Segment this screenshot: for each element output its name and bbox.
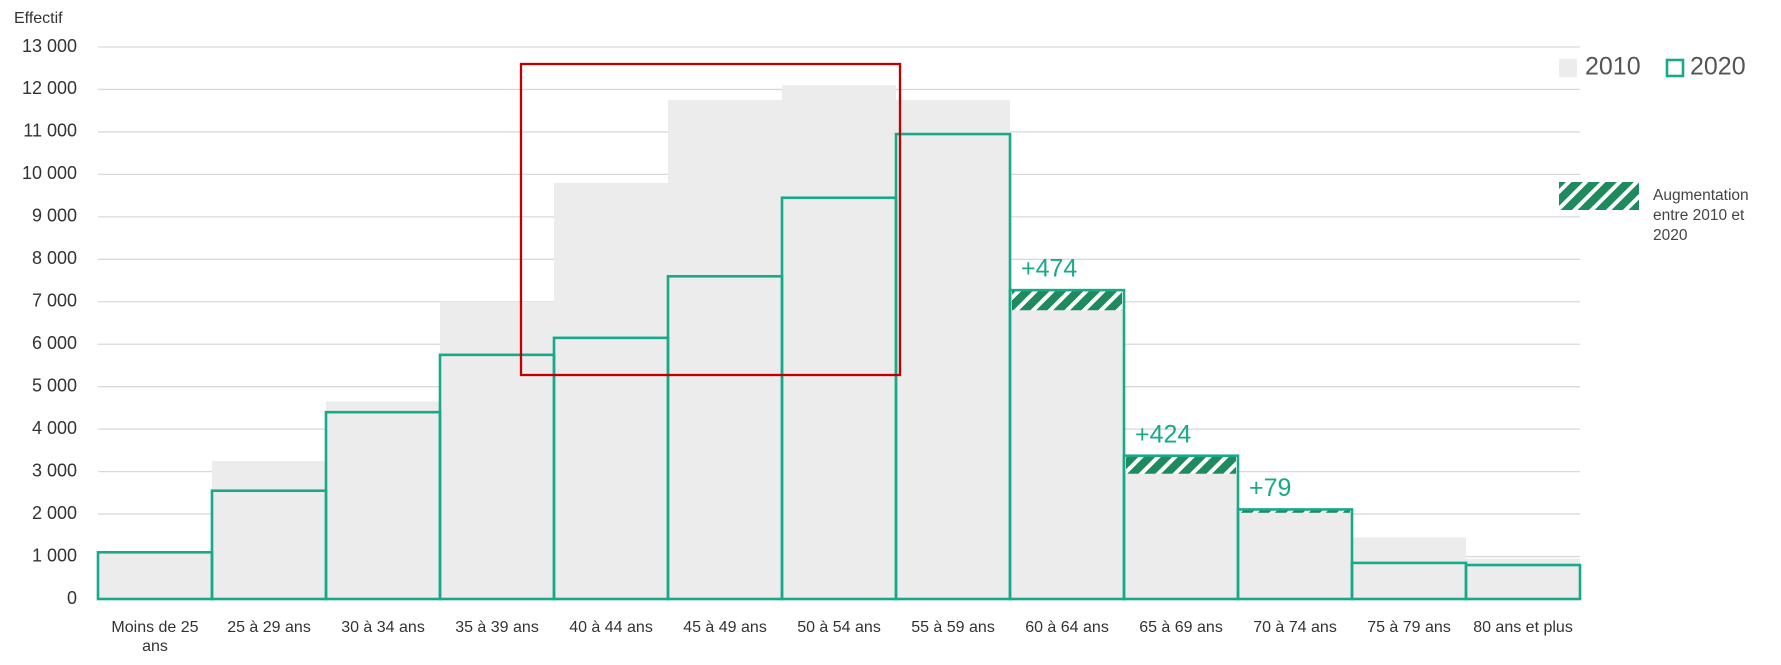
legend-label: 2010 <box>1585 53 1641 81</box>
bar-2010 <box>668 100 782 600</box>
legend-swatch-2010 <box>1559 59 1577 77</box>
bar-2010 <box>1238 512 1352 599</box>
y-tick-label: 13 000 <box>22 36 77 56</box>
y-tick-label: 1 000 <box>32 545 77 565</box>
annotation: +474 <box>1021 255 1077 283</box>
bar-2010 <box>212 461 326 599</box>
y-tick-label: 10 000 <box>22 163 77 183</box>
x-tick-label: 60 à 64 ans <box>1025 619 1109 636</box>
y-tick-label: 4 000 <box>32 418 77 438</box>
bar-2010 <box>326 401 440 599</box>
y-tick-label: 8 000 <box>32 248 77 268</box>
x-tick-label: 80 ans et plus <box>1473 619 1573 636</box>
bar-2010 <box>782 85 896 599</box>
x-tick-label: 30 à 34 ans <box>341 619 425 636</box>
y-tick-label: 11 000 <box>23 121 77 141</box>
increase-hatch <box>1240 509 1350 513</box>
legend-swatch-increase <box>1559 182 1639 210</box>
bar-2020 <box>1464 563 1582 601</box>
highlight-box <box>519 62 902 377</box>
x-tick-label: 45 à 49 ans <box>683 619 767 636</box>
legend-increase-label: Augmentation entre 2010 et 2020 <box>1653 187 1749 244</box>
legend-label: 2020 <box>1690 53 1746 81</box>
bar-2010 <box>440 301 554 599</box>
y-tick-label: 5 000 <box>32 375 77 395</box>
y-tick-label: 9 000 <box>32 206 77 226</box>
annotation: +424 <box>1135 420 1191 448</box>
bar-2020 <box>1236 508 1354 601</box>
bar-2010 <box>98 552 212 599</box>
annotation: +79 <box>1249 474 1291 502</box>
x-tick-label: 25 à 29 ans <box>227 619 311 636</box>
y-tick-label: 7 000 <box>32 291 77 311</box>
bar-2010 <box>1124 473 1238 599</box>
x-tick-label: 40 à 44 ans <box>569 619 653 636</box>
x-tick-label: 50 à 54 ans <box>797 619 881 636</box>
x-tick-label: 65 à 69 ans <box>1139 619 1223 636</box>
y-tick-label: 6 000 <box>32 333 77 353</box>
bar-2010 <box>896 100 1010 600</box>
bar-2010 <box>554 182 668 599</box>
y-axis-label: Effectif <box>14 10 63 27</box>
x-tick-label: 35 à 39 ans <box>455 619 539 636</box>
increase-hatch <box>1012 290 1122 311</box>
y-tick-label: 12 000 <box>22 78 77 98</box>
x-tick-label: 70 à 74 ans <box>1253 619 1337 636</box>
x-tick-label: Moins de 25 ans <box>111 619 199 655</box>
y-tick-label: 2 000 <box>32 503 77 523</box>
bar-2020 <box>1008 288 1126 601</box>
increase-hatch <box>1126 455 1236 474</box>
y-tick-label: 3 000 <box>32 460 77 480</box>
y-tick-label: 0 <box>67 588 77 608</box>
legend-swatch-2020 <box>1665 58 1685 78</box>
bar-2010 <box>1352 537 1466 599</box>
x-tick-label: 55 à 59 ans <box>911 619 995 636</box>
bar-2010 <box>1010 310 1124 599</box>
x-tick-label: 75 à 79 ans <box>1367 619 1451 636</box>
